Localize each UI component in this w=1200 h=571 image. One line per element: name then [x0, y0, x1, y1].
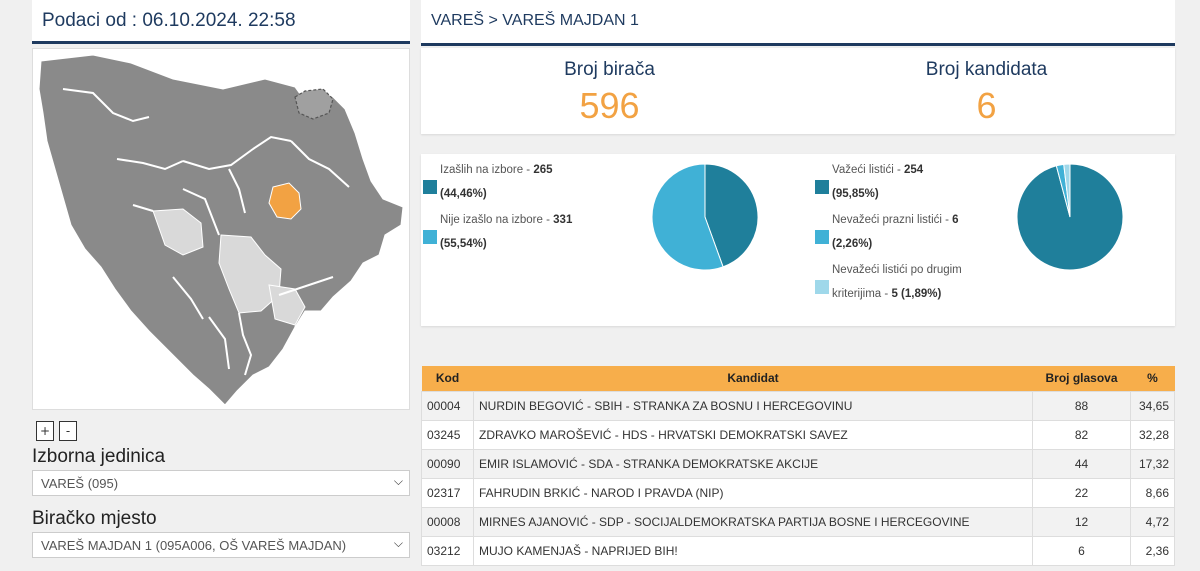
cell-votes: 22: [1032, 477, 1131, 508]
zoom-in-button[interactable]: +: [36, 421, 54, 441]
legend-item-turnout: Izašlih na izbore - 265 (44,46%): [423, 158, 600, 206]
zoom-controls: + -: [36, 421, 77, 441]
cell-percent: 34,65: [1130, 390, 1175, 421]
legend-swatch: [815, 180, 829, 194]
legend-swatch: [815, 230, 829, 244]
voters-count-label: Broj birača: [564, 59, 655, 80]
candidates-count-value: 6: [976, 85, 997, 126]
chevron-down-icon: ⌵: [393, 474, 403, 488]
cell-candidate: ZDRAVKO MAROŠEVIĆ - HDS - HRVATSKI DEMOK…: [473, 419, 1033, 450]
cell-code: 00004: [421, 390, 474, 421]
cell-percent: 4,72: [1130, 506, 1175, 537]
candidates-count: Broj kandidata 6: [798, 48, 1175, 134]
electoral-unit-value: VAREŠ (095): [41, 476, 119, 491]
table-row[interactable]: 00004 NURDIN BEGOVIĆ - SBIH - STRANKA ZA…: [421, 390, 1175, 421]
cell-candidate: EMIR ISLAMOVIĆ - SDA - STRANKA DEMOKRATS…: [473, 448, 1033, 479]
cell-percent: 8,66: [1130, 477, 1175, 508]
map-boundary-lines: [62, 88, 350, 376]
electoral-unit-label: Izborna jedinica: [32, 446, 166, 467]
candidates-count-label: Broj kandidata: [925, 59, 1048, 80]
cell-candidate: MIRNES AJANOVIĆ - SDP - SOCIJALDEMOKRATS…: [473, 506, 1033, 537]
column-header-candidate[interactable]: Kandidat: [473, 366, 1033, 391]
map-highlighted-municipality[interactable]: [268, 182, 302, 220]
legend-item-invalid-other: Nevažeći listići po drugim kriterijima -…: [815, 258, 992, 306]
voters-count: Broj birača 596: [421, 48, 798, 134]
table-row[interactable]: 03212 MUJO KAMENJAŠ - NAPRIJED BIH! 6 2,…: [421, 535, 1175, 566]
pie-slice-0[interactable]: [704, 163, 759, 268]
cell-code: 00008: [421, 506, 474, 537]
pie-slice-2[interactable]: [1063, 163, 1071, 218]
legend-item-valid: Važeći listići - 254 (95,85%): [815, 158, 992, 206]
electoral-unit-select[interactable]: VAREŠ (095) ⌵: [32, 470, 410, 496]
legend-text: Izašlih na izbore - 265 (44,46%): [440, 164, 553, 200]
map-region-light-south[interactable]: [268, 284, 306, 326]
legend-text: Nevažeći prazni listići - 6 (2,26%): [832, 214, 959, 250]
polling-station-label: Biračko mjesto: [32, 508, 157, 529]
cell-candidate: MUJO KAMENJAŠ - NAPRIJED BIH!: [473, 535, 1033, 566]
legend-item-no-turnout: Nije izašlo na izbore - 331 (55,54%): [423, 208, 600, 256]
right-panel: VAREŠ > VAREŠ MAJDAN 1 Broj birača 596 B…: [421, 0, 1175, 566]
column-header-votes[interactable]: Broj glasova: [1032, 366, 1131, 391]
bih-map[interactable]: [33, 49, 409, 409]
data-timestamp: Podaci od : 06.10.2024. 22:58: [32, 0, 410, 44]
table-row[interactable]: 00090 EMIR ISLAMOVIĆ - SDA - STRANKA DEM…: [421, 448, 1175, 479]
map-region-light-west[interactable]: [152, 208, 204, 256]
map-region-outlined[interactable]: [294, 88, 334, 120]
ballots-pie-chart: [1016, 163, 1124, 271]
legend-text: Nevažeći listići po drugim kriterijima -…: [832, 264, 962, 300]
cell-percent: 2,36: [1130, 535, 1175, 566]
cell-code: 03212: [421, 535, 474, 566]
left-panel: Podaci od : 06.10.2024. 22:58 + - Izborn…: [32, 0, 410, 571]
cell-votes: 44: [1032, 448, 1131, 479]
cell-votes: 82: [1032, 419, 1131, 450]
turnout-pie-chart: [651, 163, 759, 271]
table-row[interactable]: 02317 FAHRUDIN BRKIĆ - NAROD I PRAVDA (N…: [421, 477, 1175, 508]
cell-code: 03245: [421, 419, 474, 450]
pie-slice-1[interactable]: [651, 163, 724, 271]
table-row[interactable]: 00008 MIRNES AJANOVIĆ - SDP - SOCIJALDEM…: [421, 506, 1175, 537]
cell-votes: 12: [1032, 506, 1131, 537]
table-header-row: Kod Kandidat Broj glasova %: [421, 366, 1175, 391]
cell-votes: 6: [1032, 535, 1131, 566]
legend-text: Nije izašlo na izbore - 331 (55,54%): [440, 214, 573, 250]
results-table: Kod Kandidat Broj glasova % 00004 NURDIN…: [421, 366, 1175, 566]
chevron-down-icon: ⌵: [393, 536, 403, 550]
column-header-code[interactable]: Kod: [421, 366, 474, 391]
cell-candidate: NURDIN BEGOVIĆ - SBIH - STRANKA ZA BOSNU…: [473, 390, 1033, 421]
counts-card: Broj birača 596 Broj kandidata 6: [421, 48, 1175, 134]
legend-swatch: [423, 180, 437, 194]
cell-candidate: FAHRUDIN BRKIĆ - NAROD I PRAVDA (NIP): [473, 477, 1033, 508]
polling-station-value: VAREŠ MAJDAN 1 (095A006, OŠ VAREŠ MAJDAN…: [41, 538, 347, 553]
legend-text: Važeći listići - 254 (95,85%): [832, 164, 924, 200]
location-breadcrumb: VAREŠ > VAREŠ MAJDAN 1: [421, 0, 1175, 46]
cell-votes: 88: [1032, 390, 1131, 421]
zoom-out-button[interactable]: -: [59, 421, 77, 441]
cell-code: 00090: [421, 448, 474, 479]
cell-percent: 17,32: [1130, 448, 1175, 479]
legend-swatch: [815, 280, 829, 294]
polling-station-select[interactable]: VAREŠ MAJDAN 1 (095A006, OŠ VAREŠ MAJDAN…: [32, 532, 410, 558]
map-view[interactable]: [32, 48, 410, 410]
map-country-shape[interactable]: [38, 54, 404, 406]
table-row[interactable]: 03245 ZDRAVKO MAROŠEVIĆ - HDS - HRVATSKI…: [421, 419, 1175, 450]
stats-card: Izašlih na izbore - 265 (44,46%) Nije iz…: [421, 154, 1175, 326]
voters-count-value: 596: [579, 85, 640, 126]
cell-percent: 32,28: [1130, 419, 1175, 450]
map-region-light-center[interactable]: [218, 234, 282, 314]
legend-swatch: [423, 230, 437, 244]
column-header-percent[interactable]: %: [1130, 366, 1175, 391]
cell-code: 02317: [421, 477, 474, 508]
legend-item-invalid-empty: Nevažeći prazni listići - 6 (2,26%): [815, 208, 992, 256]
